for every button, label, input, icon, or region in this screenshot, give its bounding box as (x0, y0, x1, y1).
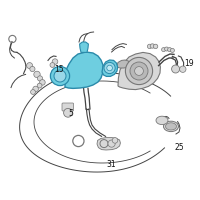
Circle shape (150, 44, 155, 48)
Text: 25: 25 (174, 142, 184, 152)
Circle shape (40, 80, 45, 85)
Circle shape (54, 70, 66, 82)
Circle shape (30, 66, 35, 72)
Polygon shape (80, 42, 88, 52)
Circle shape (37, 83, 42, 88)
Circle shape (168, 48, 172, 52)
Circle shape (170, 48, 174, 52)
Circle shape (52, 59, 58, 64)
Ellipse shape (164, 121, 179, 132)
Circle shape (162, 48, 166, 52)
Circle shape (125, 57, 153, 85)
Circle shape (64, 108, 72, 117)
Circle shape (112, 138, 118, 143)
Polygon shape (65, 52, 103, 88)
Text: 15: 15 (54, 64, 64, 73)
Polygon shape (97, 138, 120, 150)
Text: 19: 19 (184, 60, 194, 68)
Circle shape (130, 62, 148, 80)
Circle shape (172, 65, 180, 73)
Text: 31: 31 (106, 160, 116, 169)
Circle shape (34, 71, 40, 78)
Ellipse shape (156, 116, 168, 125)
Polygon shape (102, 60, 118, 76)
Circle shape (33, 86, 38, 92)
Circle shape (107, 65, 112, 71)
Circle shape (135, 67, 143, 75)
Ellipse shape (166, 123, 177, 130)
Circle shape (147, 44, 152, 49)
Circle shape (37, 76, 43, 81)
Circle shape (165, 47, 169, 51)
Text: 5: 5 (69, 108, 73, 117)
Circle shape (104, 62, 115, 74)
Circle shape (31, 90, 35, 94)
FancyBboxPatch shape (62, 103, 74, 111)
Circle shape (50, 63, 55, 67)
Circle shape (27, 63, 33, 69)
Polygon shape (117, 60, 130, 68)
Circle shape (180, 66, 186, 72)
Polygon shape (118, 52, 160, 90)
Circle shape (108, 140, 115, 147)
Circle shape (153, 44, 158, 49)
Circle shape (50, 66, 70, 86)
